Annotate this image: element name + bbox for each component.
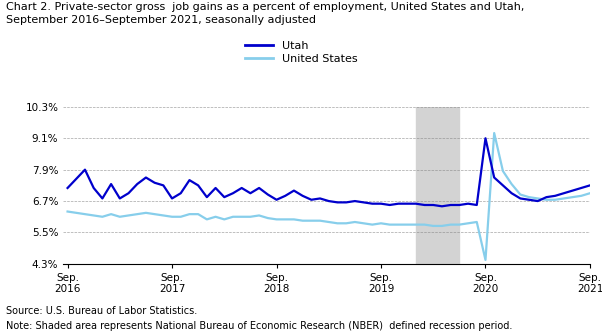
- Text: Note: Shaded area represents National Bureau of Economic Research (NBER)  define: Note: Shaded area represents National Bu…: [6, 321, 512, 331]
- Text: September 2016–September 2021, seasonally adjusted: September 2016–September 2021, seasonall…: [6, 15, 316, 25]
- Bar: [416, 107, 459, 264]
- Legend: Utah, United States: Utah, United States: [245, 41, 357, 64]
- Text: Chart 2. Private-sector gross  job gains as a percent of employment, United Stat: Chart 2. Private-sector gross job gains …: [6, 2, 524, 12]
- Text: Source: U.S. Bureau of Labor Statistics.: Source: U.S. Bureau of Labor Statistics.: [6, 306, 197, 316]
